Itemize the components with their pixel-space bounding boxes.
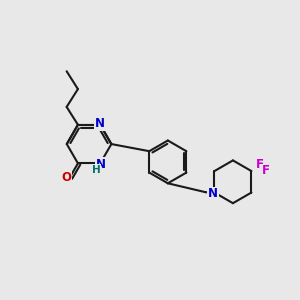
Text: O: O (61, 171, 71, 184)
Text: N: N (95, 117, 105, 130)
Text: H: H (92, 165, 101, 175)
Text: F: F (256, 158, 264, 171)
Text: N: N (208, 188, 218, 200)
Text: F: F (262, 164, 270, 177)
Text: N: N (96, 158, 106, 171)
